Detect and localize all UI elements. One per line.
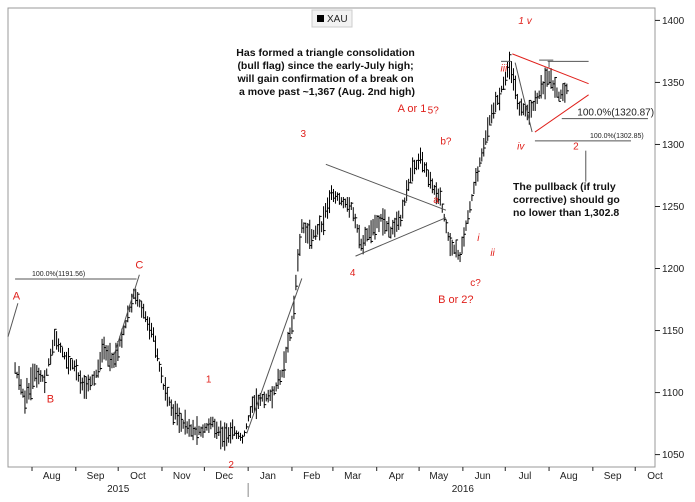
legend-swatch: [317, 15, 324, 22]
triangle-annotation-line-2: (bull flag) since the early-July high;: [237, 60, 413, 72]
x-tick-label: Oct: [130, 471, 146, 482]
wave-label: iii: [501, 63, 508, 74]
fib-level-label: 100.0%(1320.87): [577, 108, 654, 119]
wave-label: iv: [517, 141, 525, 152]
wave-label: b?: [440, 136, 452, 147]
flag-lower-line: [534, 94, 589, 133]
x-tick-label: Oct: [647, 471, 663, 482]
triangle-lower-line: [355, 217, 447, 257]
abc-line-a: [7, 303, 19, 337]
y-tick-label: 1050: [662, 450, 685, 461]
x-tick-label: Feb: [303, 471, 321, 482]
pullback-annotation: The pullback (if truly corrective) shoul…: [513, 181, 623, 219]
pullback-annotation-line-2: corrective) should go: [513, 194, 620, 206]
triangle-annotation-line-4: a move past ~1,367 (Aug. 2nd high): [239, 86, 415, 98]
wave-label: A or 1: [398, 103, 427, 115]
x-year-label: 2016: [452, 484, 475, 495]
fib-level-label: 100.0%(1302.85): [590, 133, 644, 140]
wave-label: 2: [573, 141, 579, 152]
y-tick-label: 1200: [662, 264, 685, 275]
wave-label: 3: [300, 129, 306, 140]
x-tick-label: Jan: [260, 471, 276, 482]
legend: XAU: [311, 9, 353, 28]
wave-label: a: [433, 195, 439, 206]
y-tick-label: 1150: [662, 326, 684, 337]
x-year-label: 2015: [107, 484, 130, 495]
x-tick-label: Aug: [43, 471, 61, 482]
pullback-annotation-line-1: The pullback (if truly: [513, 181, 616, 193]
fib-level-label: 100.0%(1191.56): [32, 271, 85, 278]
x-tick-label: Dec: [215, 471, 233, 482]
y-tick-label: 1250: [662, 202, 685, 213]
wave-label: 5?: [428, 105, 440, 116]
triangle-annotation-line-3: will gain confirmation of a break on: [236, 73, 413, 85]
abc-line-c: [113, 274, 140, 356]
x-tick-label: Jul: [519, 471, 532, 482]
x-tick-label: Aug: [560, 471, 578, 482]
wave-label: ii: [490, 248, 495, 259]
flag-upper-line: [512, 53, 589, 85]
wave-label: 4: [350, 268, 356, 279]
triangle-annotation: Has formed a triangle consolidation (bul…: [236, 47, 417, 98]
x-tick-label: Sep: [604, 471, 622, 482]
wave-label: C: [135, 260, 143, 272]
wave-label: i: [477, 233, 480, 244]
plot-border: [7, 7, 656, 468]
triangle-upper-line: [325, 163, 447, 211]
wave-label: A: [13, 291, 21, 303]
wave-label: 1 v: [518, 16, 532, 27]
wave-2-to-3-line: [246, 278, 303, 434]
y-tick-label: 1400: [662, 16, 685, 27]
x-tick-label: Mar: [344, 471, 362, 482]
wave-iv-line: [514, 62, 533, 133]
wave-label: 2: [228, 460, 234, 471]
legend-box: [311, 9, 353, 28]
wave-label: B or 2?: [438, 294, 473, 306]
x-tick-label: Apr: [389, 471, 405, 482]
y-tick-label: 1100: [662, 388, 684, 399]
pullback-annotation-line-3: no lower than 1,302.8: [513, 207, 619, 219]
x-tick-label: Jun: [475, 471, 491, 482]
x-tick-label: Sep: [87, 471, 105, 482]
wave-label: 1: [206, 375, 212, 386]
y-tick-label: 1300: [662, 140, 685, 151]
y-tick-label: 1350: [662, 78, 685, 89]
wave-label: B: [47, 393, 54, 405]
triangle-annotation-line-1: Has formed a triangle consolidation: [236, 47, 415, 59]
legend-label: XAU: [327, 14, 348, 25]
wave-label: c?: [470, 278, 481, 289]
x-tick-label: Nov: [173, 471, 191, 482]
x-tick-label: May: [429, 471, 448, 482]
